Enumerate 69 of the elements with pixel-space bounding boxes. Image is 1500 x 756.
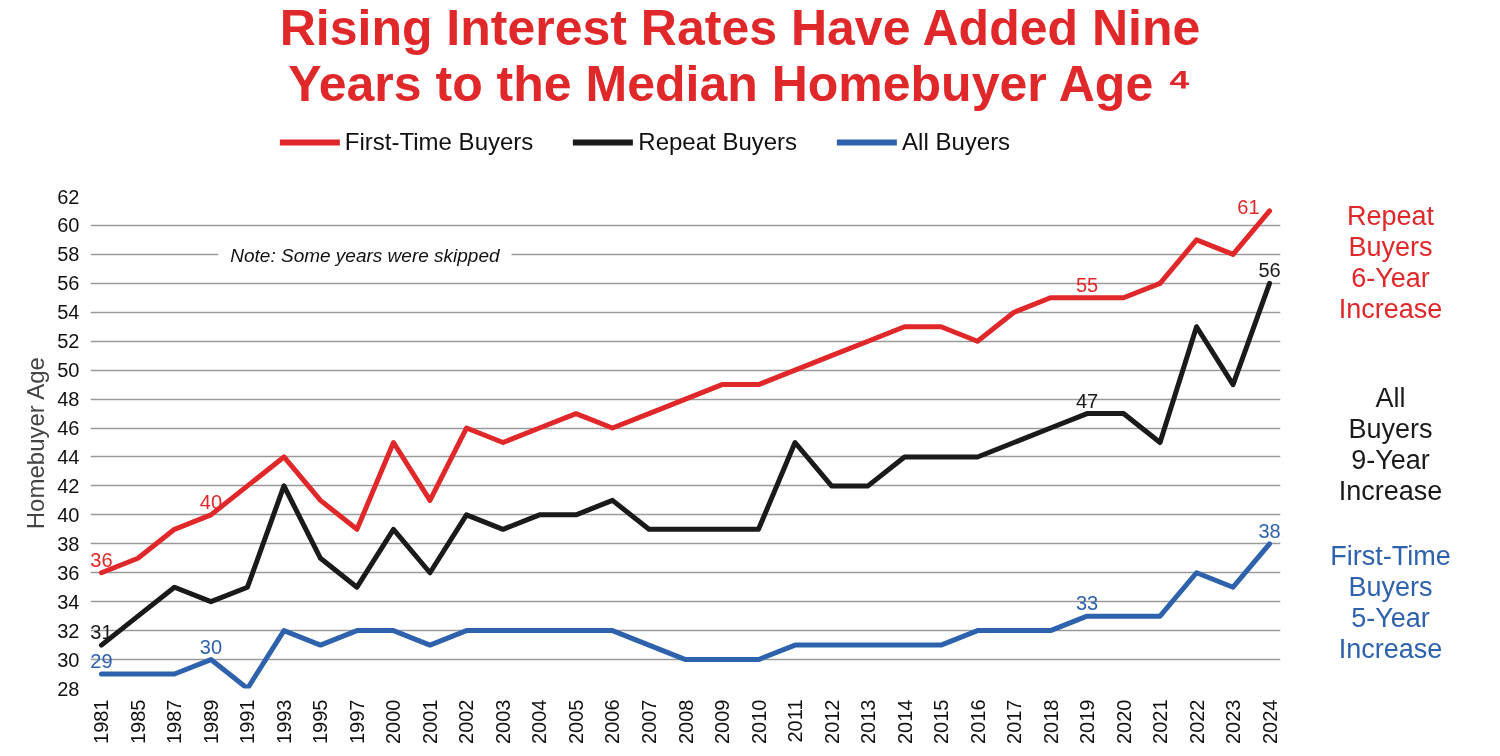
y-tick-label: 60 xyxy=(57,214,80,237)
x-tick-label: 1981 xyxy=(90,699,113,744)
legend-label: All Buyers xyxy=(902,128,1011,156)
x-tick-label: 1993 xyxy=(272,699,295,744)
x-tick-label: 2015 xyxy=(930,699,953,744)
y-tick-label: 46 xyxy=(57,417,80,440)
x-tick-label: 2011 xyxy=(784,699,807,743)
x-tick-label: 2008 xyxy=(674,699,697,744)
x-tick-label: 2024 xyxy=(1258,699,1281,744)
legend-label: Repeat Buyers xyxy=(638,128,798,156)
y-tick-label: 32 xyxy=(57,619,80,642)
data-label: 55 xyxy=(1075,273,1099,296)
y-tick-label: 44 xyxy=(57,445,80,468)
x-tick-label: 2022 xyxy=(1185,699,1208,744)
text: First-Time Buyers 5-Year Increase xyxy=(1330,540,1451,664)
x-tick-label: 1989 xyxy=(199,699,222,744)
text: All Buyers 9-Year Increase xyxy=(1338,383,1443,507)
x-tick-label: 2003 xyxy=(491,699,514,744)
x-tick-label: 2023 xyxy=(1222,699,1245,744)
y-tick-label: 40 xyxy=(57,503,80,526)
x-tick-label: 2013 xyxy=(857,699,880,744)
y-tick-label: 42 xyxy=(57,474,80,497)
y-axis-title: Homebuyer Age xyxy=(22,357,50,530)
data-label: 29 xyxy=(90,650,113,673)
data-label: 47 xyxy=(1075,389,1099,412)
text: Repeat Buyers 6-Year Increase xyxy=(1338,201,1443,325)
legend-label: First-Time Buyers xyxy=(344,128,534,156)
data-label: 36 xyxy=(90,548,113,571)
y-tick-label: 62 xyxy=(57,185,80,208)
x-tick-label: 1997 xyxy=(345,699,368,744)
x-tick-label: 2005 xyxy=(564,699,587,744)
y-tick-label: 58 xyxy=(57,243,80,266)
y-tick-label: 28 xyxy=(57,677,80,700)
x-tick-label: 2002 xyxy=(455,699,478,744)
x-tick-label: 2014 xyxy=(893,699,916,744)
y-tick-label: 36 xyxy=(57,561,80,584)
x-tick-label: 2017 xyxy=(1003,699,1026,744)
x-tick-label: 2007 xyxy=(638,699,660,744)
x-tick-label: 2006 xyxy=(601,699,624,744)
x-tick-label: 1987 xyxy=(163,699,186,744)
x-tick-label: 2009 xyxy=(711,699,733,744)
y-tick-label: 54 xyxy=(57,301,80,324)
y-tick-label: 50 xyxy=(57,359,80,382)
y-tick-label: 30 xyxy=(57,648,80,671)
data-label: 61 xyxy=(1237,195,1260,218)
x-tick-label: 2010 xyxy=(747,699,770,744)
x-tick-label: 2004 xyxy=(528,699,551,744)
x-tick-label: 1985 xyxy=(126,699,149,744)
x-tick-label: 2000 xyxy=(382,699,405,744)
x-tick-label: 1991 xyxy=(236,699,259,744)
x-tick-label: 1995 xyxy=(309,699,332,744)
y-tick-label: 38 xyxy=(57,532,80,555)
x-tick-label: 2020 xyxy=(1112,699,1135,744)
data-label: 30 xyxy=(199,635,223,658)
chart-title: Rising Interest Rates Have Added Nine Years to the Median Homebuyer Age ⁴ xyxy=(279,0,1201,112)
data-label: 56 xyxy=(1258,259,1281,282)
x-tick-label: 2021 xyxy=(1149,699,1172,744)
x-tick-label: 2016 xyxy=(966,699,989,744)
annotation: Note: Some years were skipped xyxy=(230,245,501,267)
y-tick-label: 52 xyxy=(57,330,80,353)
y-tick-label: 56 xyxy=(57,272,80,295)
x-tick-label: 2019 xyxy=(1076,699,1099,744)
y-tick-label: 34 xyxy=(57,590,80,613)
x-tick-label: 2012 xyxy=(820,699,843,744)
x-tick-label: 2001 xyxy=(418,699,441,744)
data-label: 38 xyxy=(1258,519,1281,542)
y-tick-label: 48 xyxy=(57,388,80,411)
x-tick-label: 2018 xyxy=(1039,699,1062,744)
data-label: 33 xyxy=(1075,592,1099,615)
